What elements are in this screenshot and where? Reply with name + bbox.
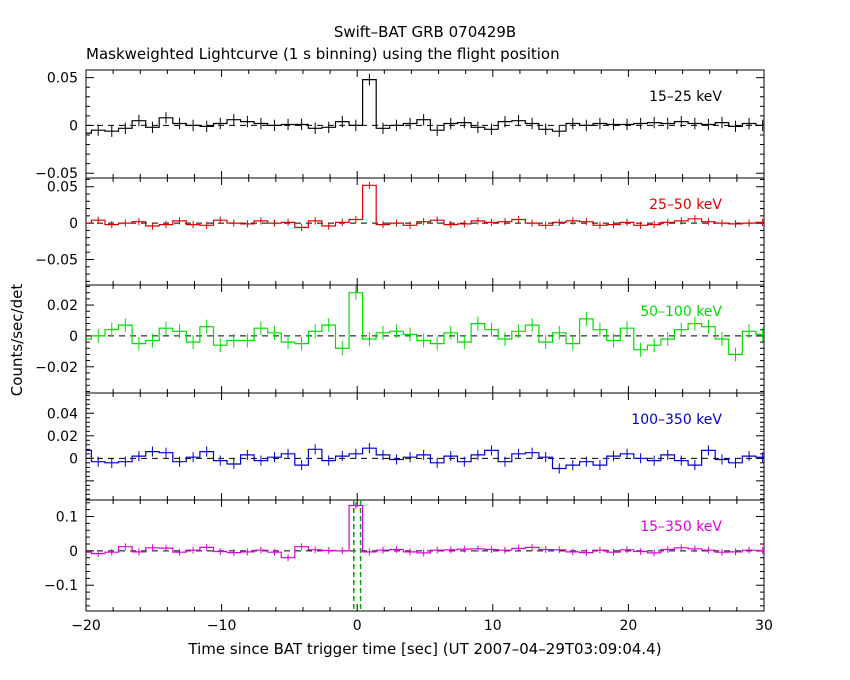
panel-frame bbox=[85, 499, 765, 612]
y-tick-label: 0.05 bbox=[47, 180, 78, 196]
y-tick-label: 0 bbox=[69, 118, 78, 134]
y-axis-label: Counts/sec/det bbox=[8, 284, 26, 397]
panel-3: −0.02 0 0.02 50–100 keV bbox=[35, 284, 765, 394]
x-tick-label: 20 bbox=[619, 618, 637, 634]
y-tick-label: 0 bbox=[69, 544, 78, 560]
x-tick-label: −20 bbox=[71, 618, 101, 634]
y-tick-label: −0.1 bbox=[44, 578, 78, 594]
y-tick-label: −0.05 bbox=[35, 166, 78, 182]
y-tick-label: 0.1 bbox=[56, 509, 78, 525]
y-tick-label: 0.04 bbox=[47, 406, 78, 422]
x-tick-label: 10 bbox=[484, 618, 502, 634]
x-tick-label: 30 bbox=[755, 618, 773, 634]
x-axis-label: Time since BAT trigger time [sec] (UT 20… bbox=[187, 640, 661, 658]
panel-5: −0.1 0 0.1 15–350 keV bbox=[44, 499, 765, 612]
band-label: 15–25 keV bbox=[649, 89, 722, 105]
x-tick-label: 0 bbox=[353, 618, 362, 634]
band-label: 15–350 keV bbox=[640, 519, 722, 535]
y-tick-label: 0.02 bbox=[47, 298, 78, 314]
y-tick-label: 0 bbox=[69, 451, 78, 467]
panel-frame bbox=[85, 177, 765, 286]
panel-2: −0.05 0 0.05 25–50 keV bbox=[35, 177, 765, 286]
chart-subtitle: Maskweighted Lightcurve (1 s binning) us… bbox=[86, 45, 560, 63]
band-label: 50–100 keV bbox=[640, 304, 722, 320]
x-tick-labels: −20 −10 0 10 20 30 bbox=[71, 618, 773, 634]
chart-title: Swift–BAT GRB 070429B bbox=[334, 23, 516, 41]
panel-1: −0.05 0 0.05 15–25 keV bbox=[35, 69, 765, 182]
y-tick-label: 0.05 bbox=[47, 71, 78, 87]
panel-4: 0 0.02 0.04 100–350 keV bbox=[47, 392, 765, 501]
panel-frame bbox=[85, 392, 765, 501]
band-label: 25–50 keV bbox=[649, 197, 722, 213]
y-tick-label: 0.02 bbox=[47, 429, 78, 445]
y-tick-label: −0.02 bbox=[35, 360, 78, 376]
y-tick-label: 0 bbox=[69, 216, 78, 232]
band-label: 100–350 keV bbox=[631, 412, 722, 428]
lightcurve-step-line bbox=[86, 292, 764, 355]
y-tick-label: −0.05 bbox=[35, 253, 78, 269]
y-tick-label: 0 bbox=[69, 329, 78, 345]
x-tick-label: −10 bbox=[207, 618, 237, 634]
